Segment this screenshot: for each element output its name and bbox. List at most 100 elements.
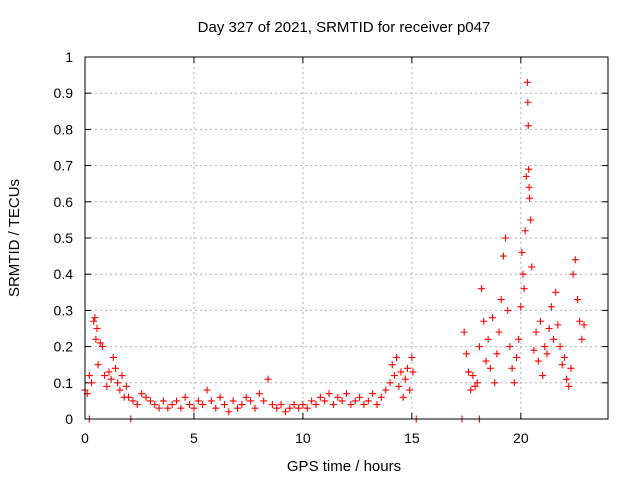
data-point (528, 263, 536, 271)
data-point (527, 216, 535, 224)
data-point (299, 401, 307, 409)
data-point (563, 375, 571, 383)
data-point (558, 361, 566, 369)
data-point (480, 317, 488, 325)
data-point (408, 353, 416, 361)
data-point (369, 390, 377, 398)
data-point (129, 397, 137, 405)
data-point (125, 393, 133, 401)
data-point (308, 397, 316, 405)
y-tick-label: 0.2 (54, 339, 74, 355)
data-point (225, 408, 233, 416)
data-point (168, 401, 176, 409)
data-point (393, 353, 401, 361)
data-point (576, 317, 584, 325)
data-point (506, 343, 514, 351)
data-point (469, 372, 477, 380)
data-point (220, 401, 228, 409)
data-point (85, 372, 93, 380)
data-point (550, 335, 558, 343)
grid-lines (85, 57, 608, 419)
y-tick-label: 0.8 (54, 121, 74, 137)
data-point (290, 401, 298, 409)
data-point (525, 183, 533, 191)
data-point (377, 393, 385, 401)
data-point (247, 397, 255, 405)
data-point (497, 296, 505, 304)
data-point (382, 386, 390, 394)
y-tick-label: 0 (65, 411, 73, 427)
x-tick-label: 10 (295, 430, 311, 446)
data-point (462, 350, 470, 358)
data-point (493, 350, 501, 358)
data-points (81, 78, 588, 423)
data-point (98, 343, 106, 351)
data-point (539, 372, 547, 380)
data-point (486, 364, 494, 372)
data-point (316, 393, 324, 401)
data-point (519, 270, 527, 278)
data-point (526, 194, 534, 202)
data-point (388, 361, 396, 369)
x-tick-label: 15 (404, 430, 420, 446)
data-point (404, 364, 412, 372)
data-point (567, 364, 575, 372)
data-point (475, 343, 483, 351)
data-point (491, 379, 499, 387)
data-point (360, 401, 368, 409)
data-point (395, 382, 403, 390)
data-point (580, 321, 588, 329)
data-point (118, 372, 126, 380)
data-point (338, 397, 346, 405)
data-point (242, 393, 250, 401)
y-tick-label: 0.6 (54, 194, 74, 210)
data-point (277, 401, 285, 409)
x-axis-title: GPS time / hours (287, 458, 401, 475)
data-point (109, 353, 117, 361)
data-point (524, 98, 532, 106)
data-point (518, 248, 526, 256)
plot-frame (84, 56, 609, 420)
y-tick-label: 0.9 (54, 85, 74, 101)
data-point (347, 401, 355, 409)
y-tick-label: 1 (65, 49, 73, 65)
data-point (489, 314, 497, 322)
data-point (96, 339, 104, 347)
data-point (260, 397, 268, 405)
data-point (116, 386, 124, 394)
data-point (495, 328, 503, 336)
data-point (312, 401, 320, 409)
data-point (364, 397, 372, 405)
data-point (547, 303, 555, 311)
data-point (569, 270, 577, 278)
x-tick-label: 5 (190, 430, 198, 446)
data-point (356, 393, 364, 401)
x-tick-labels: 0 5 10 15 20 (81, 430, 529, 446)
data-point (390, 372, 398, 380)
data-point (465, 368, 473, 376)
data-point (524, 122, 532, 130)
data-point (186, 401, 194, 409)
data-point (573, 296, 581, 304)
y-tick-label: 0.7 (54, 158, 74, 174)
data-point (151, 401, 159, 409)
data-point (273, 404, 281, 412)
data-point (295, 404, 303, 412)
data-point (212, 404, 220, 412)
data-point (281, 408, 289, 416)
data-point (122, 382, 130, 390)
data-point (133, 401, 141, 409)
data-point (521, 227, 529, 235)
data-point (255, 390, 263, 398)
data-point (146, 397, 154, 405)
data-point (499, 252, 507, 260)
data-point (565, 382, 573, 390)
data-point (107, 375, 115, 383)
data-point (325, 390, 333, 398)
data-point (190, 404, 198, 412)
data-point (525, 165, 533, 173)
data-point (467, 386, 475, 394)
data-point (142, 393, 150, 401)
data-point (460, 328, 468, 336)
y-tick-label: 0.3 (54, 302, 74, 318)
